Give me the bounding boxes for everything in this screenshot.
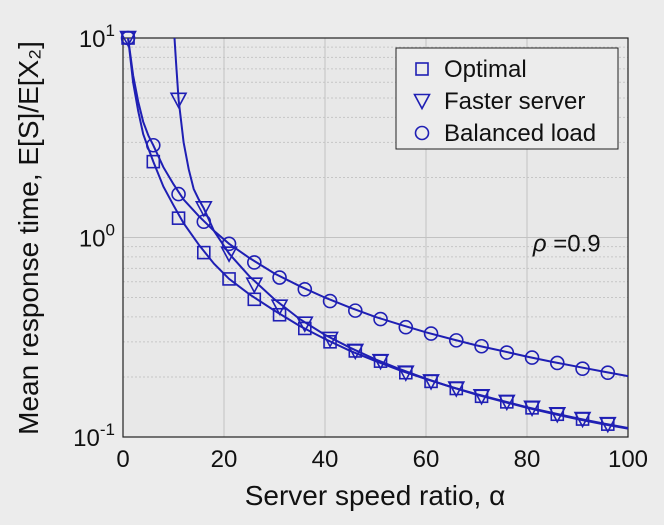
circle-marker — [196, 214, 212, 230]
series-triangle-down — [119, 30, 629, 434]
legend-label: Faster server — [444, 88, 585, 115]
circle-marker — [575, 361, 590, 376]
legend-item: Optimal — [415, 56, 527, 83]
circle-marker — [398, 319, 414, 335]
legend-label: Balanced load — [444, 120, 596, 147]
y-axis-label: Mean response time, E[S]/E[X₂] — [13, 41, 44, 435]
square-marker — [415, 62, 429, 76]
circle-marker — [146, 137, 161, 153]
triangle-down-marker — [573, 411, 592, 429]
triangle-down-marker — [194, 201, 213, 218]
circle-marker — [474, 338, 489, 354]
circle-marker — [247, 255, 262, 270]
triangle-down-marker — [598, 416, 617, 434]
triangle-down-marker — [447, 381, 466, 398]
y-tick-exponent: 0 — [106, 221, 115, 240]
plot-frame — [122, 37, 629, 438]
circle-marker — [499, 345, 515, 360]
circle-marker — [600, 365, 616, 381]
legend-box — [395, 47, 619, 150]
series-curve — [173, 37, 629, 430]
x-tick-label: 0 — [116, 446, 129, 473]
x-tick-label: 60 — [413, 446, 440, 473]
circle-marker — [322, 293, 338, 309]
triangle-down-marker — [497, 394, 516, 412]
circle-marker — [221, 236, 237, 252]
circle-marker — [373, 311, 388, 327]
triangle-down-marker — [270, 299, 289, 316]
series — [119, 30, 629, 434]
circle-marker — [297, 281, 313, 297]
circle-marker — [120, 30, 136, 46]
triangle-down-marker — [169, 92, 188, 110]
triangle-down-marker — [346, 343, 365, 361]
triangle-down-marker — [396, 365, 415, 382]
triangle-down-marker — [523, 400, 541, 418]
y-tick-base: 10 — [73, 425, 100, 452]
x-tick-label: 20 — [211, 446, 238, 473]
rho-value: =0.9 — [547, 231, 601, 258]
circle-marker — [524, 350, 540, 365]
series-curve — [127, 37, 629, 378]
legend-item: Balanced load — [414, 120, 596, 147]
circle-marker — [414, 125, 430, 141]
legend-item: Faster server — [413, 88, 585, 115]
legend: Optimal Faster server Balanced load — [395, 47, 619, 150]
triangle-down-marker — [245, 277, 264, 294]
circle-marker — [171, 186, 186, 202]
series-circle — [120, 30, 629, 381]
y-tick-label: 100 — [79, 221, 115, 253]
square-marker — [272, 307, 287, 322]
triangle-down-marker — [321, 331, 339, 349]
triangle-down-marker — [548, 406, 567, 424]
triangle-down-marker — [413, 93, 431, 111]
circle-marker — [448, 333, 464, 348]
square-marker — [197, 245, 211, 260]
square-marker — [222, 272, 236, 286]
square-marker — [171, 211, 186, 225]
x-tick-label: 80 — [514, 446, 541, 473]
triangle-down-marker — [371, 353, 390, 371]
triangle-down-marker — [472, 388, 491, 406]
legend-label: Optimal — [444, 56, 527, 83]
y-tick-exponent: -1 — [100, 420, 115, 439]
rho-annotation: ρ =0.9 — [532, 231, 601, 258]
circle-marker — [549, 355, 565, 371]
y-tick-label: 10-1 — [73, 420, 115, 452]
circle-marker — [423, 326, 439, 341]
triangle-down-marker — [422, 374, 440, 391]
circle-marker — [347, 303, 363, 318]
x-axis-label: Server speed ratio, α — [245, 480, 506, 511]
triangle-down-marker — [220, 246, 238, 263]
x-tick-label: 100 — [608, 446, 648, 473]
circle-marker — [272, 270, 287, 285]
y-tick-base: 10 — [79, 226, 106, 253]
y-tick-base: 10 — [79, 26, 106, 53]
square-marker — [146, 154, 161, 169]
rho-symbol: ρ — [532, 231, 547, 258]
y-tick-exponent: 1 — [106, 21, 115, 40]
x-tick-label: 40 — [312, 446, 339, 473]
triangle-down-marker — [295, 316, 314, 333]
svg-text:ρ =0.9: ρ =0.9 — [532, 231, 601, 258]
y-tick-label: 101 — [79, 21, 115, 53]
